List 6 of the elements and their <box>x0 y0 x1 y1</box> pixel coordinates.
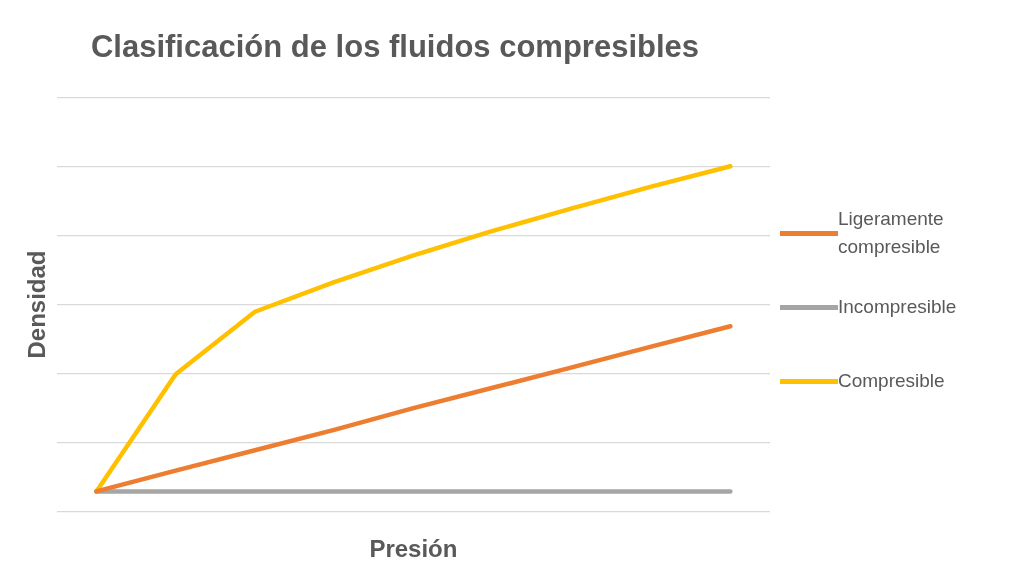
legend-label: Compresible <box>838 369 945 393</box>
legend-label: Ligeramente compresible <box>838 207 945 259</box>
x-axis-title: Presión <box>369 535 458 563</box>
legend-label: Incompresible <box>838 295 957 319</box>
y-axis-title: Densidad <box>23 250 51 359</box>
chart-title: Clasificación de los fluidos compresibles <box>90 29 700 65</box>
